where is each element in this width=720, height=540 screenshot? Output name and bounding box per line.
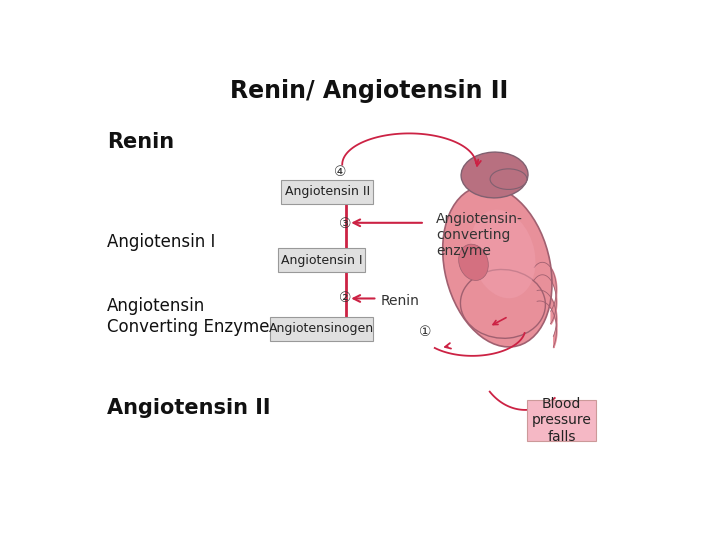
Text: Renin: Renin [107,132,174,152]
Text: Renin: Renin [380,294,419,308]
Ellipse shape [460,269,546,338]
FancyBboxPatch shape [526,400,596,441]
Text: Angiotensin I: Angiotensin I [107,233,215,251]
Ellipse shape [459,244,488,280]
Text: Angiotensin-
converting
enzyme: Angiotensin- converting enzyme [436,212,523,259]
Text: Angiotensin I: Angiotensin I [281,254,362,267]
Text: ③: ③ [339,217,352,231]
FancyBboxPatch shape [270,317,373,341]
Text: Angiotensinogen: Angiotensinogen [269,322,374,335]
FancyBboxPatch shape [281,180,373,204]
Ellipse shape [470,210,536,298]
Text: ④: ④ [334,165,346,179]
Ellipse shape [490,169,527,190]
Ellipse shape [443,186,552,347]
Text: Angiotensin II: Angiotensin II [107,398,270,418]
Text: Angiotensin II: Angiotensin II [284,185,369,198]
FancyBboxPatch shape [279,248,365,272]
Text: Blood
pressure
falls: Blood pressure falls [531,397,591,443]
Text: Angiotensin
Converting Enzyme: Angiotensin Converting Enzyme [107,297,269,336]
Ellipse shape [461,152,528,198]
Text: ①: ① [418,325,431,339]
Text: Renin/ Angiotensin II: Renin/ Angiotensin II [230,79,508,103]
Text: ②: ② [339,291,352,305]
